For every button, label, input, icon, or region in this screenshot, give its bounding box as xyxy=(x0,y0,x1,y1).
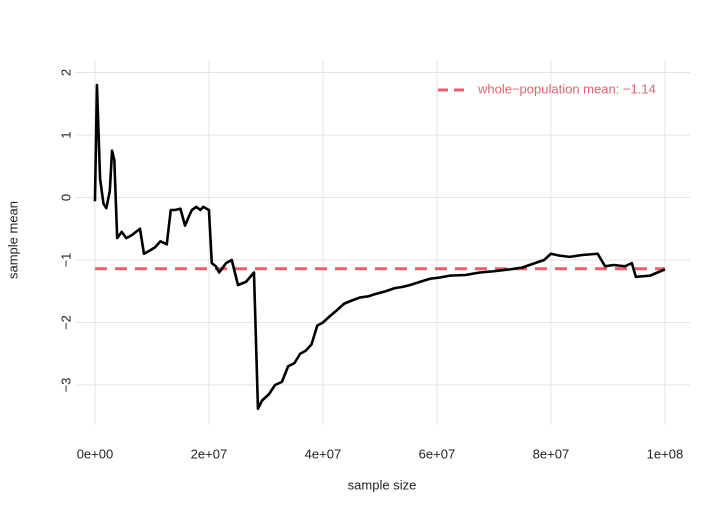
x-tick-label: 8e+07 xyxy=(533,446,570,461)
y-tick-label: 2 xyxy=(58,69,73,76)
x-tick-label: 2e+07 xyxy=(191,446,228,461)
x-axis-title: sample size xyxy=(348,477,417,492)
y-tick-label: −2 xyxy=(58,315,73,330)
y-tick-label: −3 xyxy=(58,378,73,393)
x-tick-label: 0e+00 xyxy=(77,446,114,461)
legend-label: whole−population mean: −1.14 xyxy=(477,81,656,96)
data-line xyxy=(93,83,666,411)
y-axis-title: sample mean xyxy=(5,201,20,279)
y-tick-label: 1 xyxy=(58,131,73,138)
y-tick-label: 0 xyxy=(58,194,73,201)
x-tick-label: 4e+07 xyxy=(305,446,342,461)
x-tick-label: 6e+07 xyxy=(419,446,456,461)
y-tick-label: −1 xyxy=(58,253,73,268)
x-tick-label: 1e+08 xyxy=(647,446,684,461)
